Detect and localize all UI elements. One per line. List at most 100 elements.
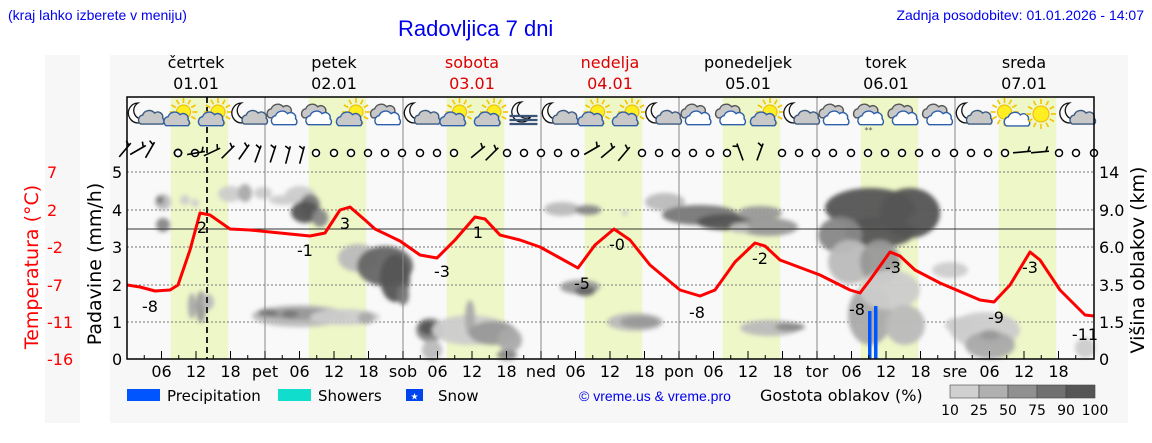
cloudy-icon	[680, 103, 712, 126]
density-tick: 90	[1057, 403, 1075, 419]
x-tick-label: 06	[841, 362, 861, 381]
cloud-blob	[965, 331, 1015, 359]
cloud-height-axis-label: Višina oblakov (km)	[1127, 167, 1149, 354]
cloud-blob	[544, 202, 580, 216]
wind-barb-icon	[238, 142, 250, 160]
calm-wind-icon	[846, 148, 856, 158]
cloudy-icon	[887, 103, 919, 126]
cloud-height-tick: 9.0	[1099, 201, 1124, 220]
temperature-label: 3	[340, 214, 350, 233]
daylight-band	[998, 97, 1057, 359]
x-tick-label: 06	[289, 362, 309, 381]
calm-wind-icon	[363, 148, 373, 158]
moon-cloud-icon	[403, 102, 441, 125]
temperature-axis-ticks: 7 2 -2 -7 -11 -16	[47, 163, 73, 369]
temperature-label: -5	[574, 274, 590, 293]
temperature-label: -11	[1072, 325, 1098, 344]
cloud-height-axis-ticks: 14 9.0 6.0 3.5 1.5 0	[1099, 163, 1124, 369]
day-name: sreda	[1002, 53, 1046, 72]
cloud-blob	[645, 193, 685, 211]
calm-wind-icon	[380, 148, 390, 158]
temperature-curve	[126, 205, 1095, 318]
wind-barb-icon	[144, 140, 156, 159]
density-swatch	[1036, 384, 1067, 399]
cloud-blob	[980, 330, 1000, 340]
cloud-blob	[845, 217, 915, 247]
x-axis-ticks: 06 12 18 pet 06 12 18 sob 06 12 18 ned 06 12 18 pon 06 12…	[143, 351, 1077, 381]
calm-wind-icon	[914, 148, 924, 158]
wind-barb-icon	[600, 142, 616, 159]
last-updated: Zadnja posodobitev: 01.01.2026 - 14:07	[896, 7, 1144, 23]
calm-wind-icon	[1054, 148, 1064, 158]
calm-wind-icon	[654, 148, 664, 158]
cloudy-icon	[921, 103, 954, 126]
x-tick-label: 18	[772, 362, 792, 381]
calm-wind-icon	[983, 148, 993, 158]
calm-wind-icon	[863, 148, 873, 158]
x-tick-label: 18	[358, 362, 378, 381]
x-tick-label: 06	[565, 362, 585, 381]
x-tick-label: pon	[664, 362, 694, 381]
cloud-blob	[258, 309, 278, 317]
x-tick-label: 06	[979, 362, 999, 381]
x-tick-label: sob	[389, 362, 417, 381]
calm-wind-icon	[966, 148, 976, 158]
cloud-blob	[575, 286, 595, 296]
moon-cloud-icon	[231, 102, 269, 125]
x-tick-label: 18	[634, 362, 654, 381]
wind-barb-icon	[186, 146, 206, 156]
calm-wind-icon	[671, 148, 681, 158]
region-hint-link[interactable]: (kraj lahko izberete v meniju)	[8, 7, 187, 23]
temperature-label: -1	[297, 241, 313, 260]
calm-wind-icon	[502, 148, 512, 158]
cloudy-icon	[369, 103, 402, 126]
credit-link[interactable]: © vreme.us & vreme.pro	[579, 388, 731, 404]
cloud-blob	[775, 323, 805, 331]
wind-barb-icon	[1012, 146, 1032, 154]
calm-wind-icon	[311, 148, 321, 158]
density-swatch	[1065, 384, 1096, 399]
cloud-blob	[188, 293, 196, 319]
precip-tick: 5	[112, 163, 122, 182]
cloudy-icon	[266, 103, 298, 126]
wind-barb-icon	[1030, 146, 1050, 154]
page-title: Radovljica 7 dni	[398, 16, 554, 41]
temperature-label: -8	[689, 303, 705, 322]
precipitation-bars	[868, 306, 878, 359]
cloud-blob	[191, 199, 199, 207]
sun-cloud-icon	[439, 98, 474, 127]
x-tick-label: 12	[876, 362, 896, 381]
cloud-blob	[312, 209, 328, 227]
day-date: 04.01	[587, 74, 633, 93]
x-tick-label: 06	[703, 362, 723, 381]
temperature-label: -3	[434, 262, 450, 281]
moon-cloud-icon	[645, 102, 683, 125]
sun-cloud-icon	[163, 98, 198, 127]
x-tick-label: 18	[1048, 362, 1068, 381]
precip-tick: 1	[112, 313, 122, 332]
cloud-blob	[282, 310, 298, 318]
x-tick-label: 18	[220, 362, 240, 381]
temperature-label: -2	[752, 249, 768, 268]
precip-tick: 0	[112, 350, 122, 369]
cloud-height-tick: 0	[1099, 350, 1109, 369]
wind-barb-icon	[129, 141, 147, 156]
temperature-tick: -16	[47, 350, 73, 369]
calm-wind-icon	[553, 148, 563, 158]
x-tick-label: 12	[1014, 362, 1034, 381]
wind-barb-icon	[732, 143, 744, 161]
precip-axis-label: Padavine (mm/h)	[84, 183, 106, 346]
calm-wind-icon	[777, 148, 787, 158]
moon-cloud-icon	[783, 102, 821, 125]
wind-barb-icon	[470, 142, 486, 159]
precip-tick: 3	[112, 238, 122, 257]
legend-snow-swatch	[406, 389, 423, 401]
wind-barb-icon	[203, 144, 221, 157]
wind-barb-icon	[583, 141, 601, 156]
legend: Precipitation Showers ★ Snow © vreme.us …	[127, 384, 1108, 419]
weather-icons-row: **	[127, 98, 1097, 135]
calm-wind-icon	[897, 148, 907, 158]
temperature-label: 1	[473, 223, 483, 242]
temperature-label: 2	[197, 218, 207, 237]
svg-text:**: **	[865, 126, 873, 135]
